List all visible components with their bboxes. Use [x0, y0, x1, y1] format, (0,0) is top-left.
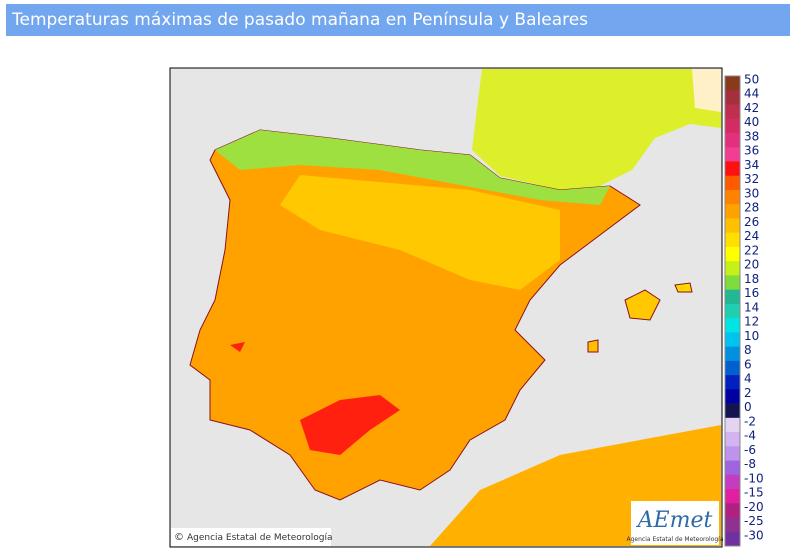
- legend-label: 36: [744, 144, 759, 158]
- legend-swatch: [725, 189, 740, 205]
- legend-swatch: [725, 503, 740, 518]
- credit: Agencia Estatal de Meteorología: [187, 533, 333, 543]
- legend-swatch: [725, 432, 740, 447]
- legend-swatch: [725, 417, 740, 433]
- mallorca: [624, 289, 661, 321]
- legend-swatch: [725, 489, 740, 504]
- legend-swatch: [725, 246, 740, 262]
- menorca: [674, 282, 693, 293]
- legend-label: -10: [744, 471, 764, 485]
- legend-swatch: [725, 261, 740, 276]
- legend-label: 44: [744, 87, 759, 101]
- legend-swatch: [725, 531, 740, 547]
- north-coast: [215, 130, 610, 205]
- legend-label: -2: [744, 414, 756, 428]
- legend-swatch: [725, 375, 740, 390]
- france: [472, 69, 721, 190]
- legend-swatch: [725, 460, 740, 476]
- legend-swatch: [725, 118, 740, 134]
- legend-label: -15: [744, 486, 764, 500]
- legend-label: 32: [744, 172, 759, 186]
- legend-label: -4: [744, 429, 756, 443]
- logo: AEmet: [636, 508, 713, 533]
- legend-swatch: [725, 360, 740, 376]
- credit-symbol: ©: [174, 532, 184, 543]
- legend-swatch: [725, 218, 740, 233]
- legend-label: 28: [744, 201, 759, 215]
- credit-box: [171, 528, 331, 546]
- legend-label: 14: [744, 300, 759, 314]
- legend-swatch: [725, 175, 740, 191]
- legend-swatch: [725, 517, 740, 533]
- hot-spot: [300, 395, 400, 455]
- legend-label: -30: [744, 528, 764, 542]
- legend-label: 22: [744, 243, 759, 257]
- legend: 5044424038363432302826242220181614121086…: [724, 73, 764, 547]
- legend-swatch: [725, 232, 740, 248]
- legend-label: 40: [744, 115, 759, 129]
- legend-label: 42: [744, 101, 759, 115]
- legend-label: 26: [744, 215, 759, 229]
- legend-swatch: [725, 446, 740, 461]
- legend-label: 24: [744, 229, 759, 243]
- legend-swatch: [725, 332, 740, 347]
- legend-swatch: [725, 403, 740, 419]
- legend-label: 34: [744, 158, 759, 172]
- legend-label: 18: [744, 272, 759, 286]
- legend-label: 16: [744, 286, 759, 300]
- legend-swatch: [725, 289, 740, 305]
- legend-label: -8: [744, 457, 756, 471]
- legend-swatch: [725, 318, 740, 333]
- ibiza: [587, 339, 599, 353]
- hot-spot: [230, 342, 245, 352]
- legend-label: 50: [744, 73, 759, 87]
- legend-frame: [724, 75, 741, 547]
- legend-swatch: [725, 132, 740, 148]
- legend-swatch: [725, 76, 740, 91]
- logo-box: [631, 501, 719, 545]
- legend-label: 6: [744, 357, 752, 371]
- meseta-north: [280, 175, 560, 290]
- legend-label: 0: [744, 400, 752, 414]
- legend-swatch: [725, 204, 740, 219]
- legend-label: 12: [744, 315, 759, 329]
- legend-label: 8: [744, 343, 752, 357]
- header-title: Temperaturas máximas de pasado mañana en…: [6, 4, 790, 36]
- logo-subtitle: Agencia Estatal de Meteorología: [627, 536, 724, 543]
- legend-swatch: [725, 161, 740, 176]
- legend-swatch: [725, 474, 740, 490]
- legend-label: 20: [744, 258, 759, 272]
- legend-swatch: [725, 303, 740, 319]
- legend-swatch: [725, 90, 740, 105]
- legend-swatch: [725, 147, 740, 162]
- legend-label: 10: [744, 329, 759, 343]
- legend-label: -6: [744, 443, 756, 457]
- legend-swatch: [725, 104, 740, 120]
- legend-label: 30: [744, 186, 759, 200]
- legend-label: -20: [744, 500, 764, 514]
- legend-label: -25: [744, 514, 764, 528]
- legend-label: 4: [744, 372, 752, 386]
- france-edge: [692, 69, 721, 112]
- legend-label: 2: [744, 386, 752, 400]
- legend-swatch: [725, 346, 740, 362]
- legend-swatch: [725, 275, 740, 290]
- legend-swatch: [725, 389, 740, 404]
- legend-label: 38: [744, 129, 759, 143]
